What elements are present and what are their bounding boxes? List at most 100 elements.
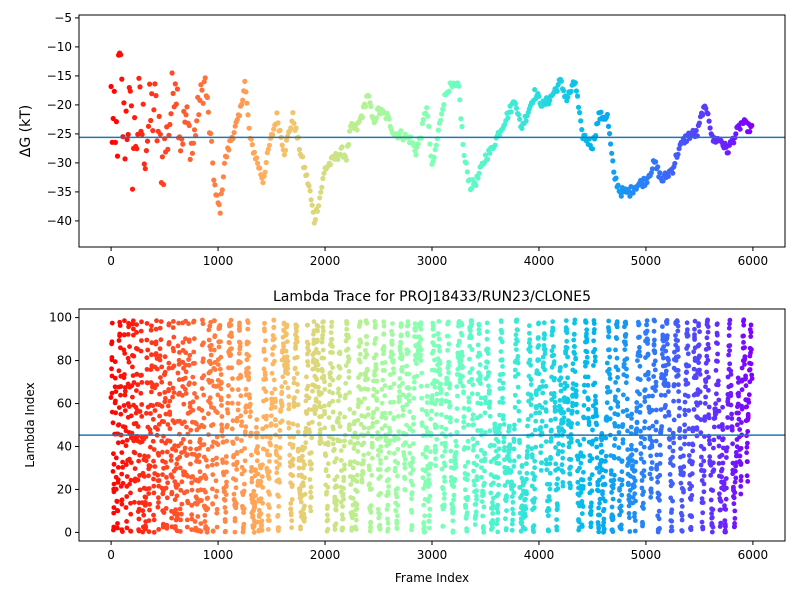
dg-data-point [196,112,202,118]
lambda-data-point [528,413,534,419]
lambda-data-point [179,440,184,446]
lambda-data-point [238,372,243,378]
lambda-data-point [381,323,387,329]
lambda-data-point [252,504,258,510]
dg-data-point [147,81,153,87]
lambda-data-point [323,452,328,458]
lambda-data-point [406,371,412,377]
lambda-data-point [368,503,374,508]
lambda-data-point [743,373,748,379]
lambda-data-point [129,430,135,436]
lambda-data-point [326,415,332,420]
lambda-data-point [547,470,553,476]
lambda-data-point [189,512,195,518]
lambda-data-point [272,358,277,364]
lambda-data-point [657,526,662,531]
dg-data-point [172,81,178,87]
lambda-data-point [350,509,355,515]
lambda-data-point [540,384,545,389]
lambda-data-point [218,339,223,344]
lambda-data-point [191,336,197,342]
lambda-data-point [347,390,352,395]
lambda-data-point [694,427,700,432]
lambda-data-point [168,453,174,459]
dg-data-point [296,146,302,153]
lambda-data-point [721,482,727,488]
lambda-data-point [589,472,595,478]
lambda-data-point [500,364,505,369]
lambda-data-point [532,458,538,464]
lambda-data-point [262,372,268,378]
lambda-data-point [390,332,395,337]
lambda-data-point [231,491,237,497]
dg-data-point [123,108,129,114]
lambda-data-point [128,413,134,419]
lambda-data-point [427,449,433,455]
lambda-data-point [227,340,232,346]
lambda-data-point [288,506,293,512]
lambda-data-point [433,448,439,453]
lambda-data-point [567,471,573,477]
lambda-data-point [316,350,321,356]
dg-data-point [523,118,529,124]
lambda-data-point [419,423,425,428]
lambda-data-point [694,433,700,439]
lambda-data-point [147,501,153,507]
dg-data-point [309,202,315,208]
lambda-data-point [733,468,738,474]
lambda-data-point [709,515,715,520]
lambda-data-point [158,337,164,343]
lambda-data-point [237,326,242,332]
lambda-data-point [606,318,612,324]
lambda-data-point [589,500,594,506]
dg-data-point [255,160,261,166]
lambda-data-point [533,444,539,450]
lambda-data-point [502,483,508,488]
lambda-data-point [395,486,400,491]
lambda-data-point [261,366,267,372]
lambda-data-point [230,418,236,424]
dg-data-point [653,159,659,165]
lambda-data-point [616,498,622,504]
lambda-data-point [151,476,156,482]
lambda-data-point [538,468,544,473]
dg-data-point [200,100,206,106]
dg-data-point [747,129,753,135]
lambda-data-point [163,485,169,491]
lambda-data-point [411,414,416,420]
lambda-data-point [732,521,737,526]
lambda-data-point [482,430,488,435]
x-tick-label: 0 [107,254,115,268]
lambda-data-point [733,463,739,469]
lambda-data-point [272,404,278,410]
lambda-data-point [248,468,254,474]
lambda-data-point [704,369,710,375]
lambda-data-point [340,525,346,531]
dg-data-point [508,109,514,115]
dg-data-point [476,170,482,176]
lambda-data-point [183,336,188,342]
lambda-data-point [340,504,345,509]
lambda-data-point [285,358,291,364]
lambda-data-point [536,357,542,363]
lambda-data-point [355,449,361,454]
lambda-data-point [343,392,349,398]
lambda-data-point [328,370,333,375]
lambda-data-point [164,449,170,455]
lambda-data-point [564,338,570,344]
lambda-data-point [141,474,147,479]
lambda-data-point [175,482,181,488]
lambda-data-point [328,361,333,366]
lambda-data-point [382,410,388,416]
lambda-data-point [358,422,364,427]
dg-data-point [705,111,711,117]
lambda-data-point [205,506,211,512]
lambda-data-point [350,465,356,471]
lambda-data-point [652,358,658,364]
lambda-data-point [738,461,744,466]
lambda-data-point [134,322,140,327]
dg-data-point [359,114,366,120]
lambda-data-point [627,488,633,493]
lambda-data-point [205,526,210,532]
lambda-data-point [358,399,364,405]
